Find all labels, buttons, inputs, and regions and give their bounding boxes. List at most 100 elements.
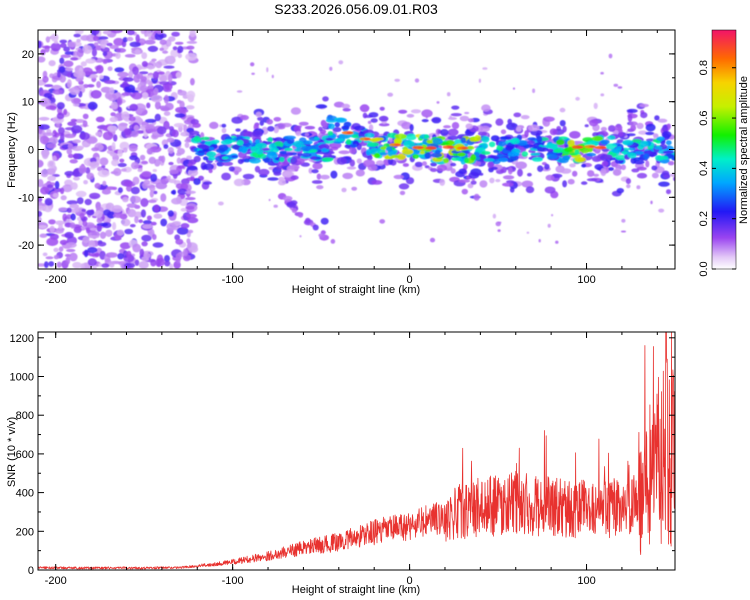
spectrogram-cell xyxy=(471,178,476,181)
spectrogram-cell xyxy=(105,252,118,258)
spectrogram-cell xyxy=(399,190,406,196)
spectrogram-cell xyxy=(318,233,325,238)
spectrogram-cell xyxy=(192,122,201,128)
spectrogram-cell xyxy=(193,155,201,163)
spectrogram-cell xyxy=(169,263,174,269)
spectrogram-cell xyxy=(487,161,494,169)
spectrogram-cell xyxy=(439,178,446,186)
spectrogram-cell xyxy=(106,42,113,47)
spectrogram-cell xyxy=(141,234,152,242)
spectrogram-cell xyxy=(393,174,404,180)
spectrogram-cell xyxy=(67,153,74,159)
spectrogram-cell xyxy=(429,147,436,150)
spectrogram-cell xyxy=(369,138,381,142)
spectrogram-cell xyxy=(54,229,64,234)
spectrogram-cell xyxy=(545,174,555,181)
spectrogram-cell xyxy=(470,154,477,161)
spectrogram-cell xyxy=(341,187,347,193)
spectrogram-xtick-label: 0 xyxy=(407,274,413,286)
spectrogram-cell xyxy=(188,229,194,234)
spectrogram-cell xyxy=(498,141,506,147)
spectrogram-cell xyxy=(45,36,51,43)
spectrogram-cell xyxy=(148,156,156,164)
spectrogram-cell xyxy=(658,208,665,213)
spectrogram-cell xyxy=(39,97,51,107)
spectrogram-cell xyxy=(553,148,563,153)
spectrogram-cell xyxy=(412,154,420,159)
snr-ytick-label: 600 xyxy=(16,449,34,461)
spectrogram-cell xyxy=(515,161,527,170)
spectrogram-cell xyxy=(59,57,65,64)
spectrogram-cell xyxy=(103,30,111,35)
spectrogram-cell xyxy=(163,144,169,149)
spectrogram-cell xyxy=(90,90,102,99)
spectrogram-cell xyxy=(110,101,118,110)
spectrogram-cell xyxy=(468,171,480,179)
spectrogram-cell xyxy=(92,265,97,269)
spectrogram-cell xyxy=(290,175,299,180)
spectrogram-cell xyxy=(467,183,474,189)
spectrogram-cell xyxy=(390,154,401,159)
spectrogram-cell xyxy=(512,87,516,90)
spectrogram-cell xyxy=(502,175,515,180)
spectrogram-cell xyxy=(616,188,624,194)
spectrogram-cell xyxy=(50,33,59,42)
spectrogram-cell xyxy=(527,172,532,177)
spectrogram-cell xyxy=(157,71,165,75)
spectrogram-cell xyxy=(562,180,567,188)
spectrogram-cell xyxy=(254,165,261,173)
spectrogram-cell xyxy=(96,36,109,40)
spectrogram-cell xyxy=(429,237,436,243)
spectrogram-cell xyxy=(136,73,144,80)
spectrogram-cell xyxy=(76,38,81,43)
spectrogram-cell xyxy=(109,261,115,265)
spectrogram-cell xyxy=(371,180,383,185)
spectrogram-cell xyxy=(175,238,184,245)
spectrogram-cell xyxy=(630,124,637,132)
spectrogram-cell xyxy=(530,152,541,156)
spectrogram-cell xyxy=(406,113,415,118)
spectrogram-cell xyxy=(473,193,480,201)
spectrogram-cell xyxy=(168,126,174,131)
spectrogram-cell xyxy=(135,34,140,43)
spectrogram-cell xyxy=(298,121,309,126)
spectrogram-cell xyxy=(478,172,484,176)
spectrogram-cell xyxy=(132,243,141,253)
spectrogram-cell xyxy=(608,167,614,171)
spectrogram-cell xyxy=(60,195,67,201)
spectrogram-cell xyxy=(139,248,145,258)
spectrogram-cell xyxy=(182,254,191,262)
spectrogram-cell xyxy=(460,137,467,144)
spectrogram-cell xyxy=(235,128,241,132)
spectrogram-cell xyxy=(187,217,199,224)
spectrogram-cell xyxy=(160,193,167,202)
spectrogram-cell xyxy=(178,165,185,169)
spectrogram-cell xyxy=(140,198,149,207)
spectrogram-cell xyxy=(611,148,621,154)
spectrogram-cell xyxy=(650,200,653,205)
spectrogram-cell xyxy=(387,92,394,97)
spectrogram-cell xyxy=(291,208,297,214)
spectrogram-cell xyxy=(129,41,141,48)
spectrogram-cell xyxy=(661,131,672,139)
spectrogram-cell xyxy=(147,45,159,53)
spectrogram-cell xyxy=(179,100,185,109)
spectrogram-cell xyxy=(318,126,323,132)
spectrogram-cell xyxy=(242,173,255,180)
spectrogram-cell xyxy=(273,171,282,176)
spectrogram-cell xyxy=(465,123,473,130)
spectrogram-cell xyxy=(124,263,136,268)
spectrogram-cell xyxy=(316,185,324,190)
spectrogram-cell xyxy=(560,168,572,174)
spectrogram-cell xyxy=(200,136,210,141)
spectrogram-cell xyxy=(102,180,107,186)
spectrogram-cell xyxy=(530,129,543,136)
spectrogram-cell xyxy=(321,157,334,162)
spectrogram-cell xyxy=(311,169,319,174)
spectrogram-cell xyxy=(403,140,415,148)
spectrogram-cell xyxy=(311,180,323,184)
spectrogram-cell xyxy=(193,178,201,185)
spectrogram-cell xyxy=(665,140,672,146)
spectrogram-cell xyxy=(140,209,146,218)
